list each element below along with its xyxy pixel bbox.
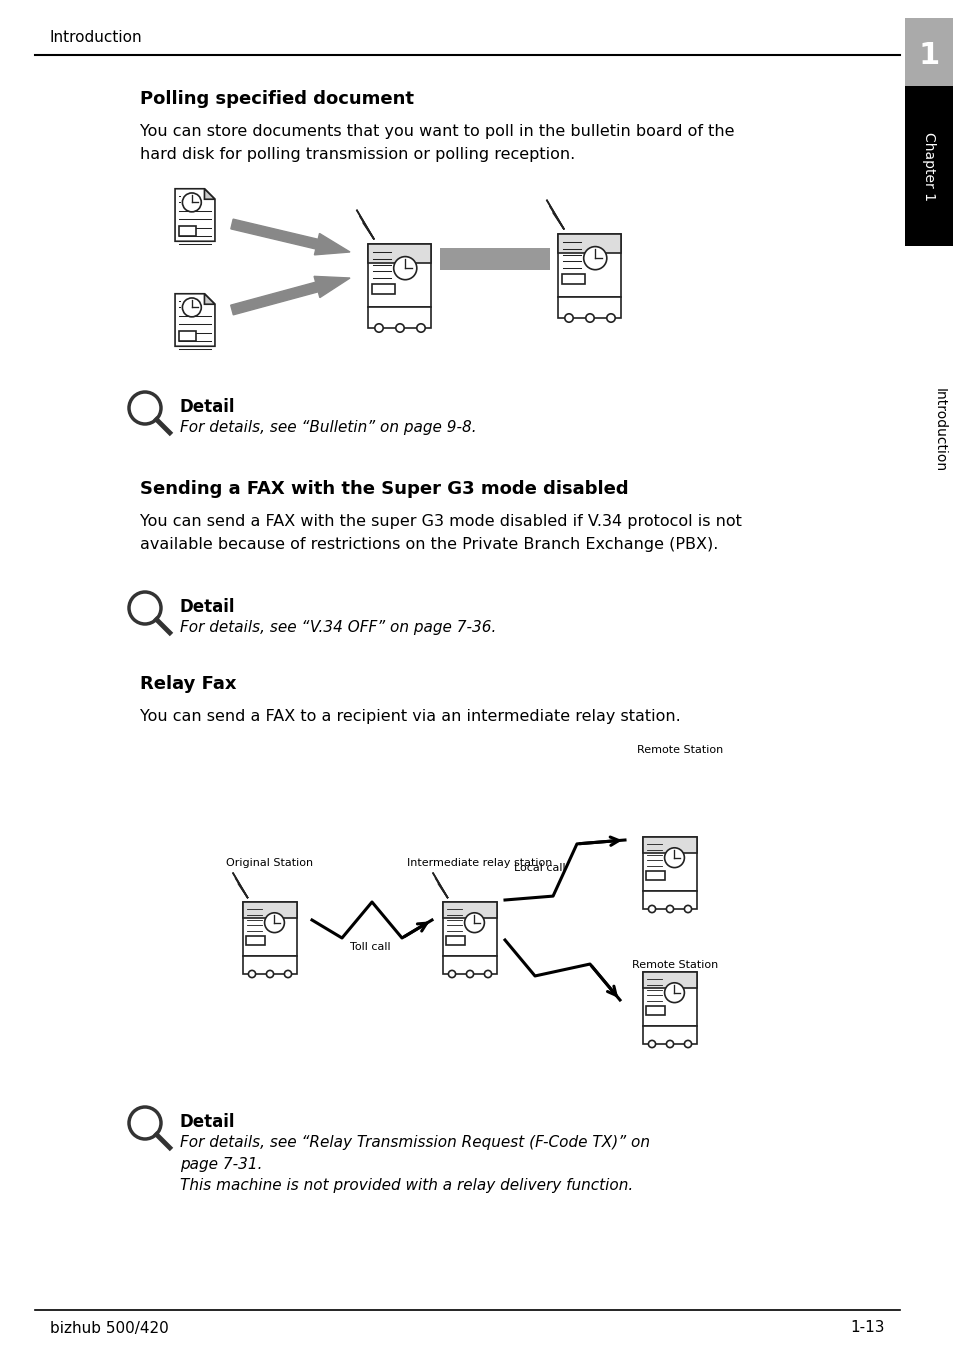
Circle shape [606,314,615,322]
Circle shape [583,246,606,269]
Text: You can send a FAX with the super G3 mode disabled if V.34 protocol is not: You can send a FAX with the super G3 mod… [140,514,741,529]
Circle shape [264,913,284,933]
Circle shape [648,1041,655,1048]
Bar [368,243,431,307]
Text: 1: 1 [918,41,939,69]
Bar [642,891,697,909]
Text: available because of restrictions on the Private Branch Exchange (PBX).: available because of restrictions on the… [140,537,718,552]
Polygon shape [204,189,214,199]
Text: For details, see “V.34 OFF” on page 7-36.: For details, see “V.34 OFF” on page 7-36… [180,621,496,635]
Circle shape [375,323,383,333]
FancyArrow shape [231,276,350,315]
Text: Local call: Local call [514,863,565,873]
Text: hard disk for polling transmission or polling reception.: hard disk for polling transmission or po… [140,147,575,162]
Bar [439,247,550,270]
Bar [645,1006,665,1015]
Polygon shape [174,189,214,241]
Bar [179,226,196,237]
Circle shape [466,971,473,977]
Text: Introduction: Introduction [50,31,143,46]
Text: bizhub 500/420: bizhub 500/420 [50,1321,169,1336]
Text: For details, see “Relay Transmission Request (F-Code TX)” on: For details, see “Relay Transmission Req… [180,1134,649,1151]
Bar [642,972,697,988]
Circle shape [182,193,201,212]
Text: 1-13: 1-13 [850,1321,884,1336]
Circle shape [129,1107,161,1138]
Bar [368,243,431,262]
Circle shape [683,906,691,913]
Bar [246,936,265,945]
Text: For details, see “Bulletin” on page 9-8.: For details, see “Bulletin” on page 9-8. [180,420,476,435]
Text: Sending a FAX with the Super G3 mode disabled: Sending a FAX with the Super G3 mode dis… [140,480,628,498]
Circle shape [266,971,274,977]
Circle shape [683,1041,691,1048]
Circle shape [248,971,255,977]
Text: You can send a FAX to a recipient via an intermediate relay station.: You can send a FAX to a recipient via an… [140,708,680,725]
Circle shape [129,592,161,625]
Bar [642,837,697,891]
Text: Intermediate relay station: Intermediate relay station [407,859,552,868]
Text: You can store documents that you want to poll in the bulletin board of the: You can store documents that you want to… [140,124,734,139]
Bar [368,307,431,329]
Circle shape [585,314,594,322]
Circle shape [564,314,573,322]
Bar [904,18,953,87]
FancyArrow shape [231,219,350,256]
Bar [558,297,620,318]
Circle shape [664,983,683,1003]
Text: Original Station: Original Station [226,859,314,868]
Circle shape [648,906,655,913]
Text: page 7-31.: page 7-31. [180,1157,262,1172]
Bar [645,871,665,880]
Text: Remote Station: Remote Station [637,745,722,754]
Text: Detail: Detail [180,598,235,617]
Bar [558,234,620,297]
Bar [642,837,697,853]
Bar [179,330,196,341]
Circle shape [464,913,484,933]
Bar [558,234,620,253]
Circle shape [484,971,491,977]
Circle shape [664,848,683,868]
Text: Chapter 1: Chapter 1 [921,131,935,200]
Bar [561,274,584,284]
Circle shape [395,323,404,333]
Bar [442,902,497,956]
Circle shape [666,906,673,913]
Bar [904,87,953,246]
Text: Toll call: Toll call [350,942,390,952]
Circle shape [394,257,416,280]
Text: Introduction: Introduction [932,388,946,472]
Circle shape [182,297,201,316]
Bar [642,1026,697,1044]
Text: Detail: Detail [180,1113,235,1132]
Circle shape [666,1041,673,1048]
Circle shape [284,971,292,977]
Bar [445,936,465,945]
Bar [442,902,497,918]
Polygon shape [204,293,214,304]
Text: This machine is not provided with a relay delivery function.: This machine is not provided with a rela… [180,1178,633,1192]
Text: Relay Fax: Relay Fax [140,675,236,694]
Text: Remote Station: Remote Station [631,960,718,969]
Text: Detail: Detail [180,397,235,416]
Circle shape [416,323,425,333]
Bar [372,284,395,295]
Bar [243,902,296,956]
Polygon shape [174,293,214,346]
Bar [442,956,497,973]
Bar [243,956,296,973]
Circle shape [448,971,456,977]
Bar [642,972,697,1026]
Bar [243,902,296,918]
Circle shape [129,392,161,425]
Text: Polling specified document: Polling specified document [140,91,414,108]
